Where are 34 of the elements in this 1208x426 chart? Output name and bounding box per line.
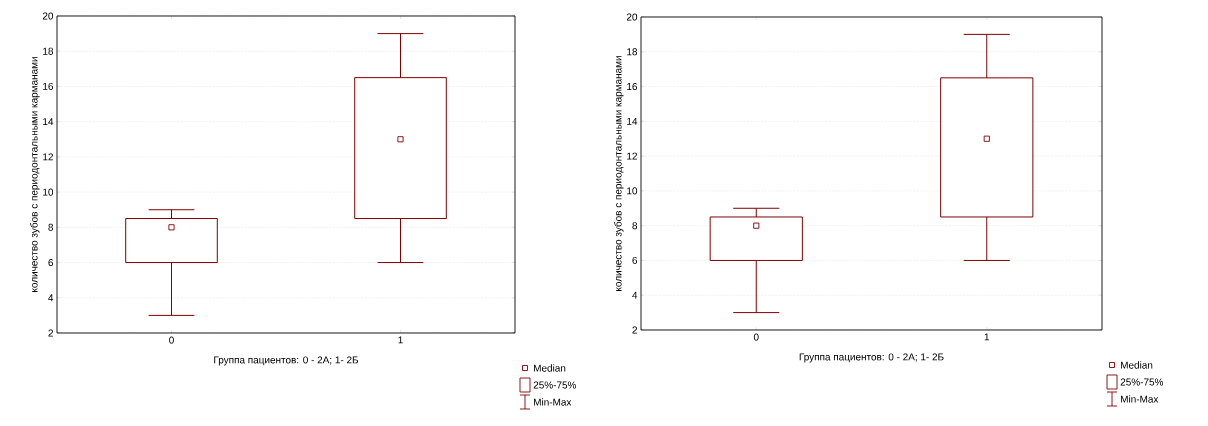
text: Min-Max — [1121, 395, 1159, 403]
y-tick-label: 12 — [43, 153, 53, 161]
x-axis-title: Группа пациентов: 0 - 2А; 1- 2Б — [214, 356, 359, 366]
y-tick-label: 10 — [627, 187, 638, 195]
y-tick-label: 4 — [48, 294, 54, 302]
y-tick-label: 8 — [48, 223, 54, 231]
y-tick-label: 8 — [632, 222, 638, 230]
y-tick-label: 18 — [43, 47, 54, 55]
y-tick-label: 4 — [632, 291, 638, 299]
y-tick-label: 6 — [48, 259, 54, 267]
y-tick-label: 14 — [43, 118, 54, 126]
x-tick-label: 0 — [169, 336, 174, 344]
text: Median — [534, 364, 566, 372]
y-tick-label: 16 — [43, 82, 54, 90]
x-tick-label: 0 — [753, 333, 759, 341]
y-tick-label: 14 — [627, 117, 638, 125]
y-tick-label: 12 — [627, 152, 637, 160]
text: 25%-75% — [533, 381, 577, 389]
y-tick-label: 2 — [632, 326, 637, 334]
x-tick-label: 1 — [398, 336, 403, 344]
x-axis-title: Группа пациентов: 0 - 2А; 1- 2Б — [799, 353, 944, 363]
y-tick-label: 10 — [43, 188, 54, 196]
y-axis-title: количество зубов с периодонтальными карманами — [30, 57, 40, 292]
text: Median — [1121, 361, 1153, 369]
y-tick-label: 6 — [632, 256, 638, 264]
y-tick-label: 2 — [48, 329, 53, 337]
x-tick-label: 1 — [984, 333, 990, 341]
text: 25%-75% — [1120, 378, 1164, 386]
text: Min-Max — [534, 398, 572, 406]
y-tick-label: 18 — [627, 48, 638, 56]
y-tick-label: 20 — [626, 13, 638, 21]
y-tick-label: 20 — [42, 12, 54, 20]
y-axis-title: количество зубов с периодонтальными карманами — [614, 56, 624, 291]
y-tick-label: 16 — [627, 83, 638, 91]
